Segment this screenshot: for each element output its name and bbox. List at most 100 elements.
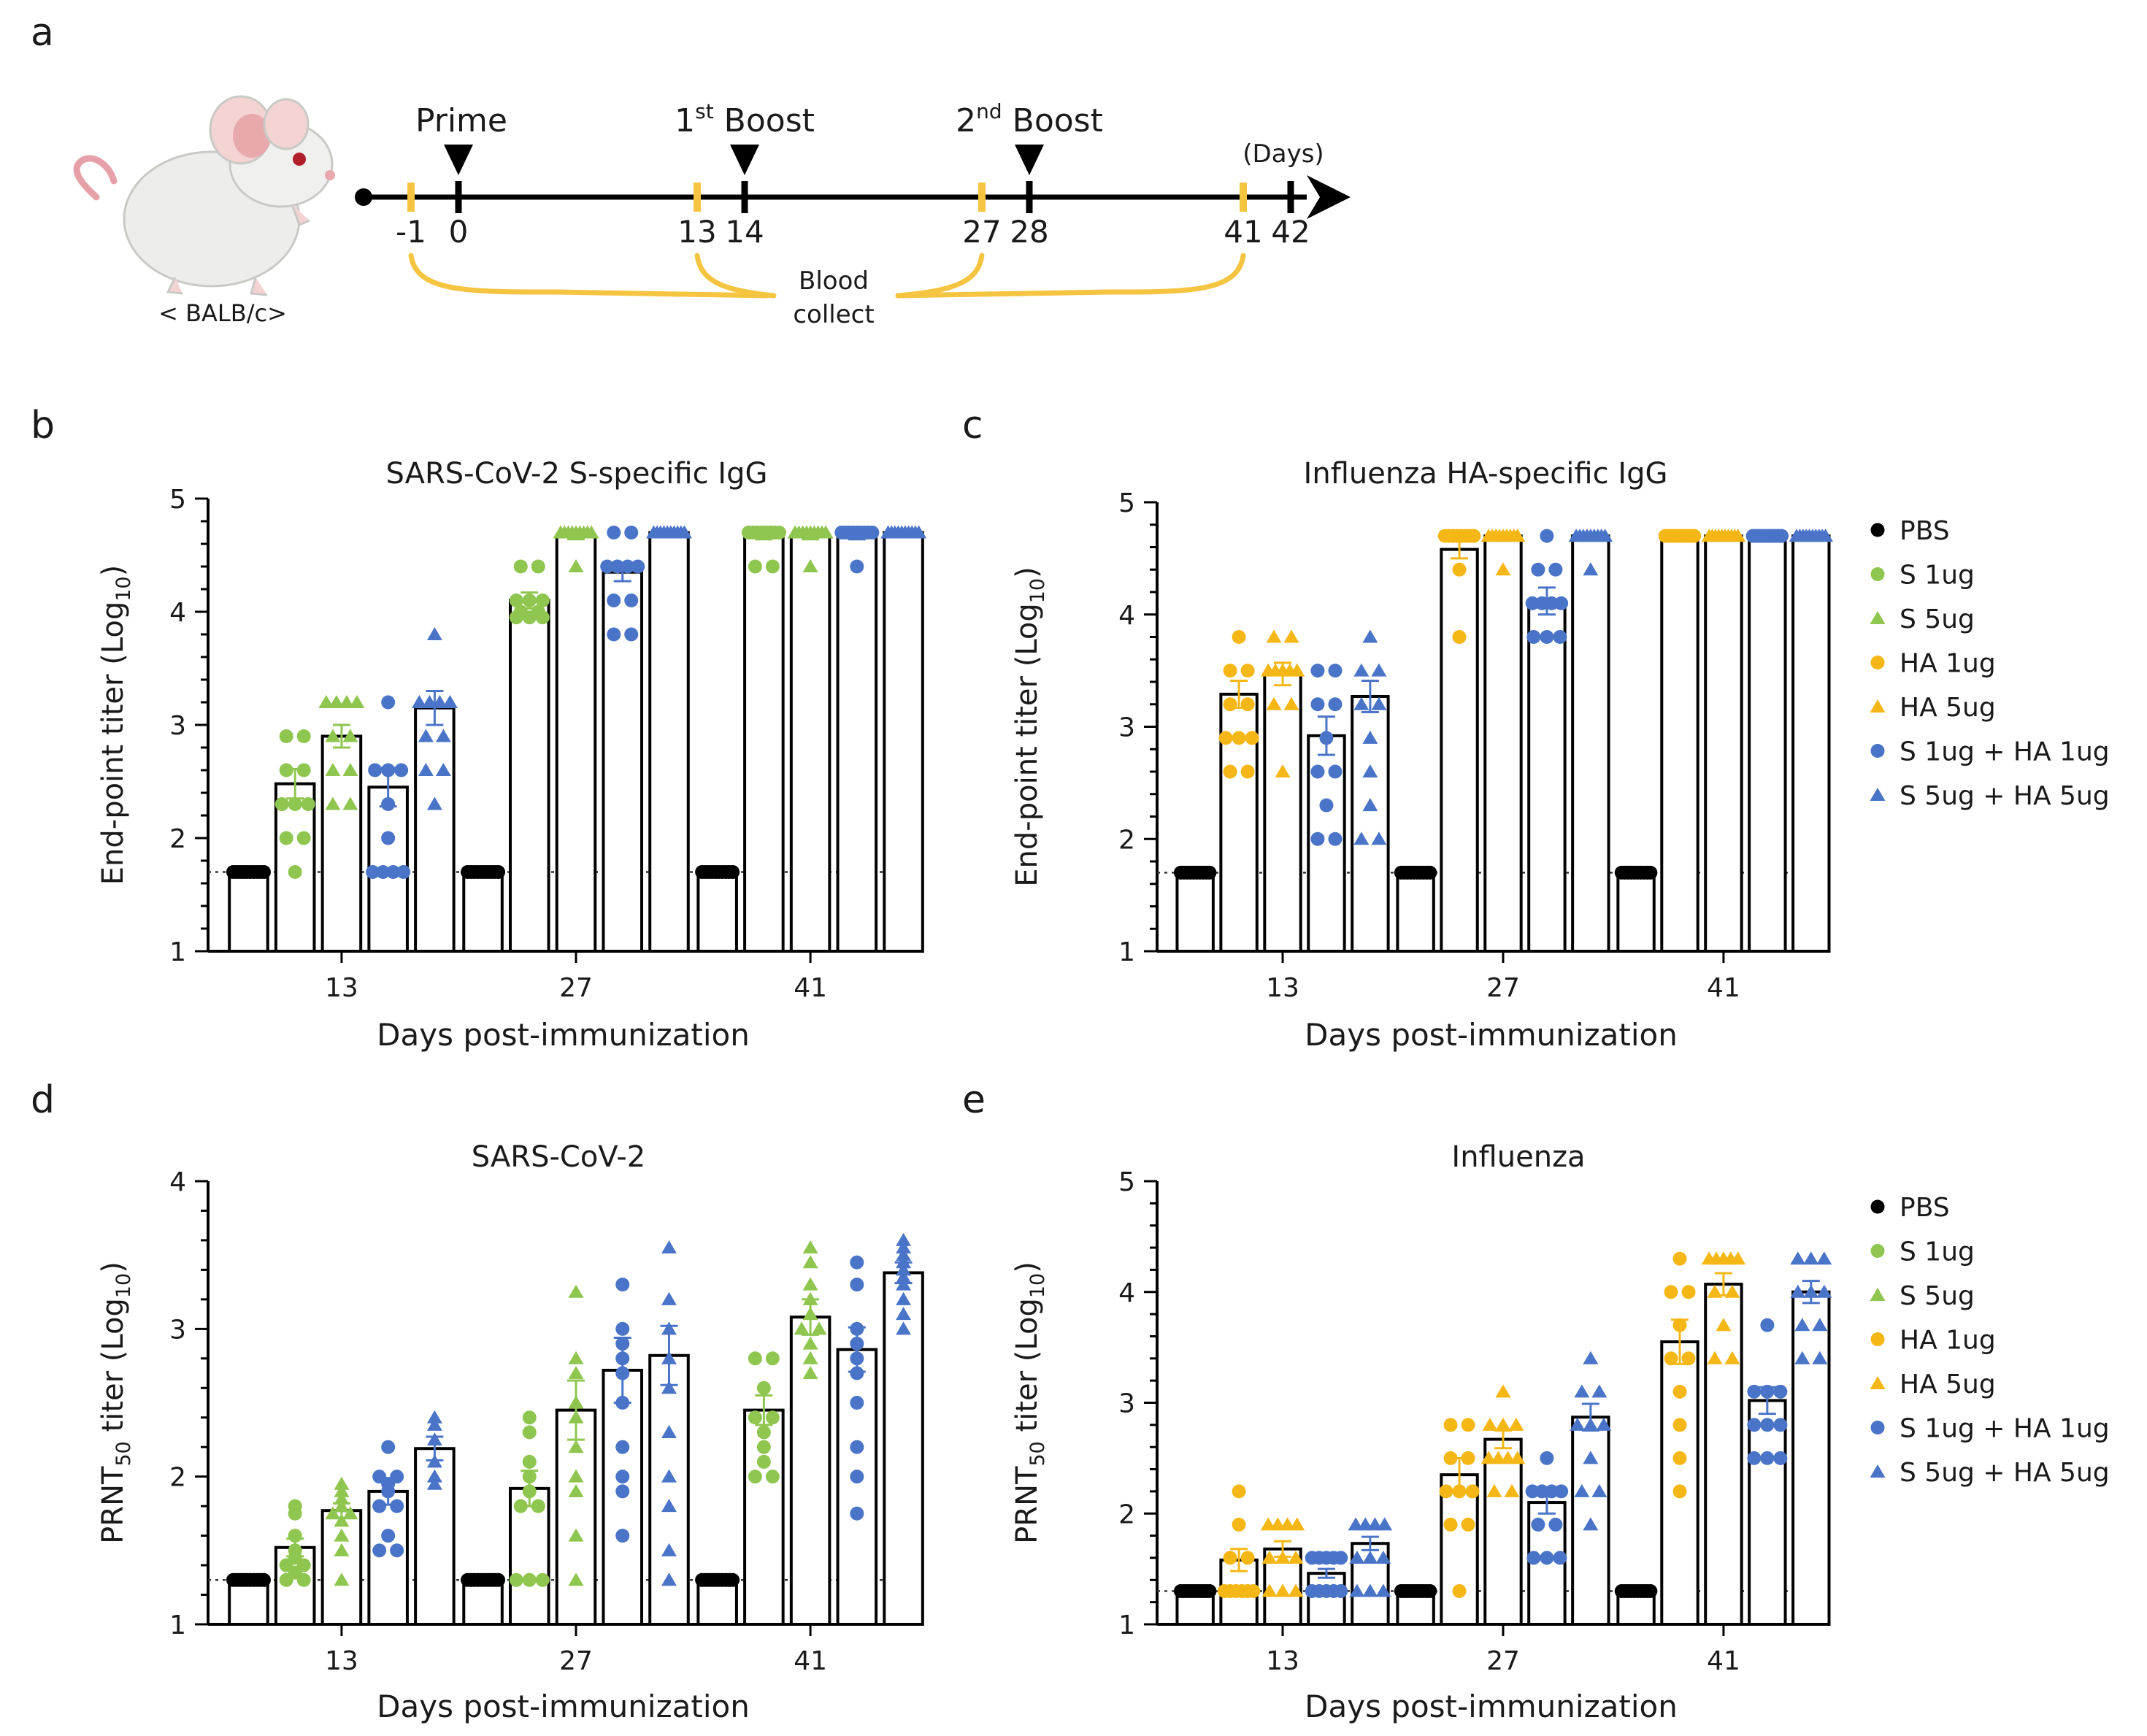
data-point bbox=[1328, 764, 1343, 779]
data-point bbox=[1362, 798, 1378, 812]
x-tick-label: 13 bbox=[1266, 973, 1299, 1003]
y-tick-label: 4 bbox=[169, 598, 186, 628]
data-point bbox=[1707, 1351, 1723, 1364]
data-point bbox=[756, 1425, 771, 1440]
legend-label: S 1ug + HA 1ug bbox=[1900, 737, 2110, 767]
data-point bbox=[1266, 629, 1282, 643]
data-point bbox=[756, 1380, 771, 1395]
bar bbox=[1791, 534, 1831, 953]
data-point bbox=[615, 1529, 630, 1543]
data-point bbox=[1334, 1551, 1348, 1565]
data-point bbox=[1465, 1484, 1480, 1499]
legend-label: S 5ug bbox=[1900, 1281, 1975, 1311]
data-point bbox=[1232, 630, 1246, 644]
data-point bbox=[301, 797, 315, 811]
data-point bbox=[1531, 562, 1545, 577]
legend-marker bbox=[1870, 699, 1886, 713]
bar bbox=[1660, 534, 1699, 953]
y-tick-label: 5 bbox=[1118, 1167, 1135, 1197]
legend-marker bbox=[1870, 567, 1885, 581]
data-point bbox=[366, 865, 380, 879]
y-tick-label: 3 bbox=[1118, 713, 1135, 743]
data-point bbox=[661, 1380, 677, 1394]
day-tick-label: -1 bbox=[396, 214, 426, 250]
data-point bbox=[802, 1277, 818, 1291]
data-point bbox=[748, 1410, 762, 1425]
data-point bbox=[1574, 1384, 1590, 1398]
data-point bbox=[1525, 596, 1540, 610]
data-point bbox=[513, 559, 528, 574]
data-point bbox=[1773, 1384, 1788, 1399]
data-point bbox=[772, 526, 786, 539]
data-point bbox=[1223, 664, 1237, 678]
chart-panel-b: SARS-CoV-2 S-specific IgG 1 2 3 4 5 End-point … bbox=[96, 457, 927, 1053]
data-point bbox=[256, 1572, 271, 1587]
legend-label: HA 5ug bbox=[1900, 693, 1996, 723]
data-point bbox=[390, 1499, 404, 1513]
data-point bbox=[325, 796, 341, 810]
x-tick-label: 13 bbox=[1266, 1646, 1299, 1676]
bar bbox=[1175, 871, 1215, 953]
data-point bbox=[1202, 865, 1217, 880]
data-point bbox=[296, 763, 311, 777]
blood-collect-label: collect bbox=[793, 300, 874, 329]
data-point bbox=[522, 610, 537, 625]
data-point bbox=[1760, 1418, 1775, 1432]
legend-top: PBS S 1ug S 5ug HA 1ug HA 5ug S 1ug + HA 1ug S… bbox=[1870, 516, 2110, 811]
x-tick-label: 41 bbox=[794, 1646, 827, 1676]
data-point bbox=[583, 525, 599, 539]
data-point bbox=[1747, 1418, 1762, 1432]
data-point bbox=[334, 1476, 350, 1490]
y-tick-label: 5 bbox=[1118, 488, 1135, 518]
chart-title: SARS-CoV-2 bbox=[472, 1140, 645, 1174]
data-point bbox=[1554, 596, 1569, 610]
data-point bbox=[1672, 1384, 1687, 1399]
data-point bbox=[1730, 1251, 1746, 1265]
legend-marker bbox=[1870, 1332, 1885, 1346]
data-point bbox=[279, 763, 293, 777]
data-point bbox=[1570, 1417, 1586, 1431]
boost2-marker-icon bbox=[1015, 145, 1044, 175]
x-tick-label: 13 bbox=[325, 973, 358, 1003]
x-tick-label: 13 bbox=[325, 1646, 358, 1676]
data-point bbox=[1328, 697, 1343, 712]
legend-marker bbox=[1870, 523, 1885, 537]
bar bbox=[1571, 534, 1610, 953]
bar bbox=[1483, 1437, 1523, 1626]
bar bbox=[1704, 1283, 1743, 1626]
x-axis-label: Days post-immunization bbox=[377, 1689, 750, 1724]
data-point bbox=[334, 1483, 350, 1497]
mouse-strain-label: < BALB/c> bbox=[158, 299, 287, 327]
data-point bbox=[1443, 1418, 1458, 1432]
data-point bbox=[1218, 731, 1233, 745]
data-point bbox=[1591, 1384, 1608, 1398]
data-point bbox=[418, 729, 434, 742]
bar bbox=[1748, 1399, 1787, 1626]
data-point bbox=[296, 1572, 311, 1587]
y-tick-label: 2 bbox=[169, 1463, 186, 1493]
data-point bbox=[1664, 1351, 1678, 1366]
data-point bbox=[491, 865, 506, 879]
timeline-start-dot bbox=[355, 188, 372, 206]
bar bbox=[1440, 548, 1479, 953]
data-point bbox=[1747, 1451, 1762, 1465]
data-point bbox=[1525, 1484, 1540, 1499]
y-tick-label: 3 bbox=[169, 711, 186, 741]
data-point bbox=[1574, 1483, 1590, 1497]
data-point bbox=[1583, 562, 1599, 576]
data-point bbox=[279, 831, 293, 845]
timeline-unit-label: (Days) bbox=[1243, 139, 1324, 169]
data-point bbox=[288, 865, 302, 879]
data-point bbox=[850, 1470, 864, 1484]
bar bbox=[602, 570, 644, 953]
data-point bbox=[1818, 529, 1834, 542]
data-point bbox=[256, 865, 271, 879]
data-point bbox=[1812, 1351, 1828, 1364]
data-point bbox=[1554, 1484, 1569, 1499]
data-point bbox=[607, 627, 621, 642]
data-point bbox=[372, 1543, 387, 1558]
data-point bbox=[748, 1470, 762, 1484]
blood-bracket bbox=[895, 253, 985, 299]
data-point bbox=[1310, 764, 1325, 779]
